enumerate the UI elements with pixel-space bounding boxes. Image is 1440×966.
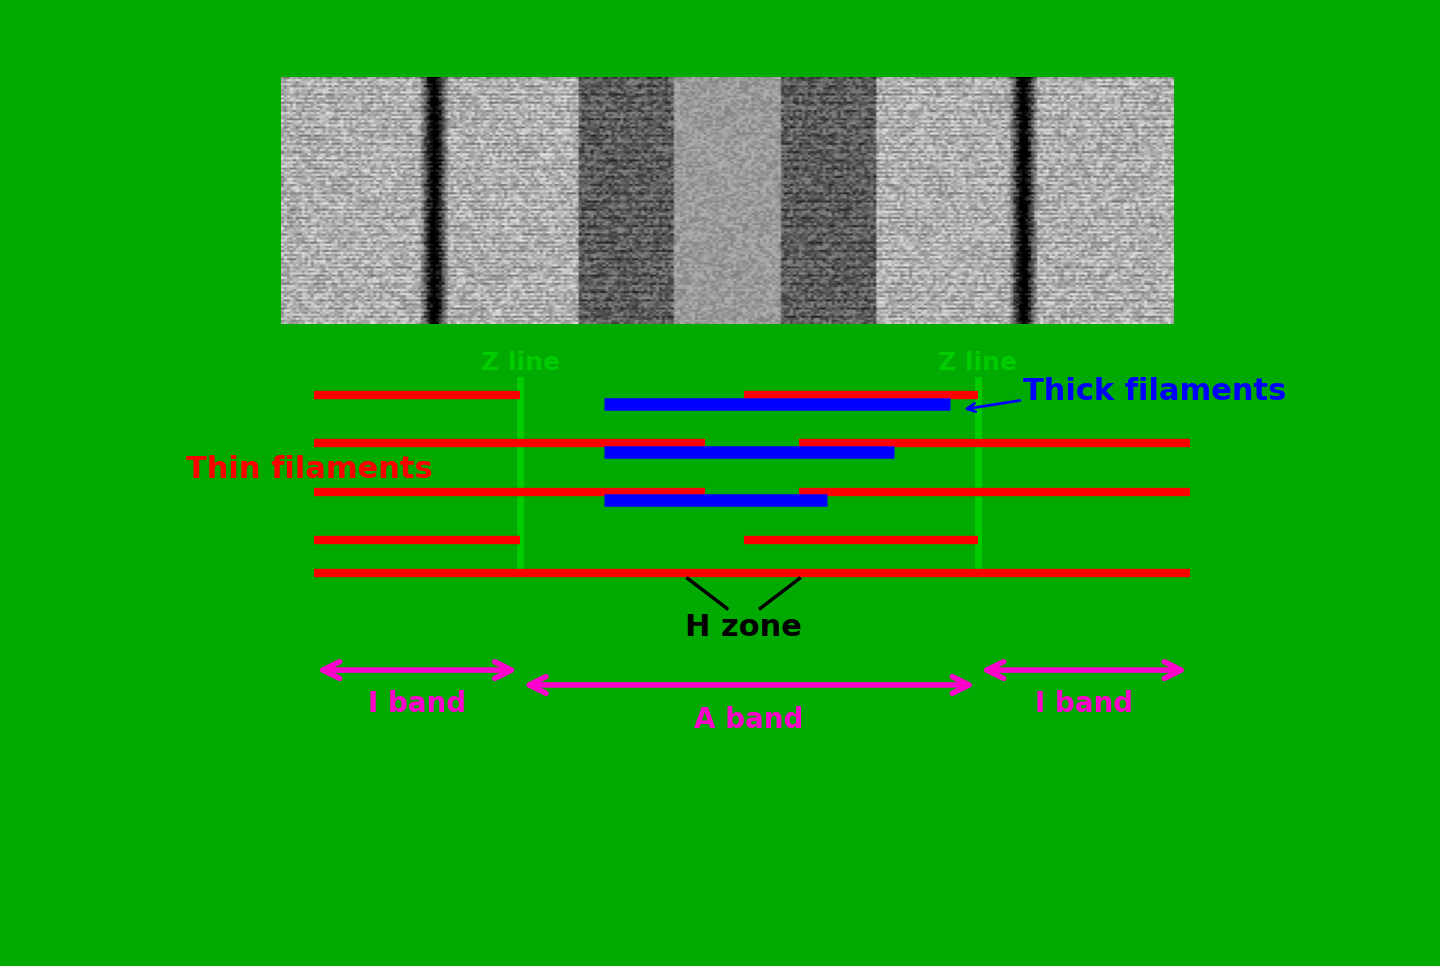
Text: I band: I band <box>1035 690 1133 718</box>
Text: I band: I band <box>369 690 467 718</box>
Text: Z line: Z line <box>481 351 560 375</box>
Text: Sarcomere: Sarcomere <box>632 138 867 176</box>
Text: Thin filaments: Thin filaments <box>186 455 432 484</box>
Text: A band: A band <box>694 706 804 734</box>
Text: Thick filaments: Thick filaments <box>1022 377 1286 406</box>
Text: H zone: H zone <box>685 613 802 642</box>
Text: Z line: Z line <box>939 351 1018 375</box>
